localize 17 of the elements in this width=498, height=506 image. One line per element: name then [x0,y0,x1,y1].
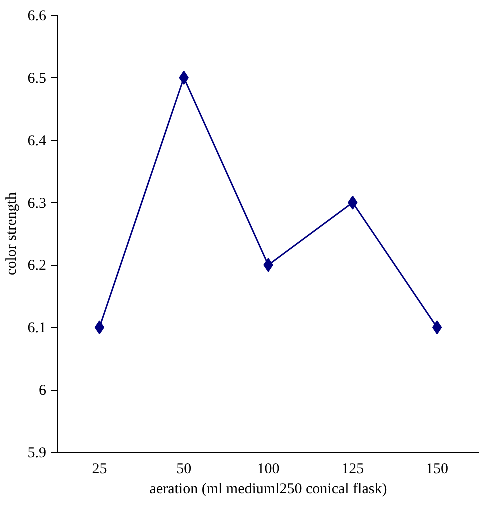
y-tick-label: 6 [39,383,47,400]
x-tick-label: 100 [257,462,280,478]
y-tick-label: 6.5 [28,70,46,87]
x-tick-label: 50 [176,462,192,478]
x-tick-label: 150 [426,462,449,478]
y-tick-label: 5.9 [28,446,46,462]
point [432,320,442,335]
x-tick-label: 125 [342,462,364,478]
x-axis-title: aeration (ml mediuml250 conical flask) [150,482,388,498]
x-tick-label: 25 [92,462,108,478]
y-tick-label: 6.4 [28,133,47,150]
y-axis-title: color strength [4,192,20,276]
y-tick-label: 6.3 [28,196,46,212]
y-tick-label: 6.6 [28,8,47,24]
y-tick-label: 6.2 [28,258,46,274]
y-tick-label: 6.1 [28,320,46,337]
point [94,320,105,335]
